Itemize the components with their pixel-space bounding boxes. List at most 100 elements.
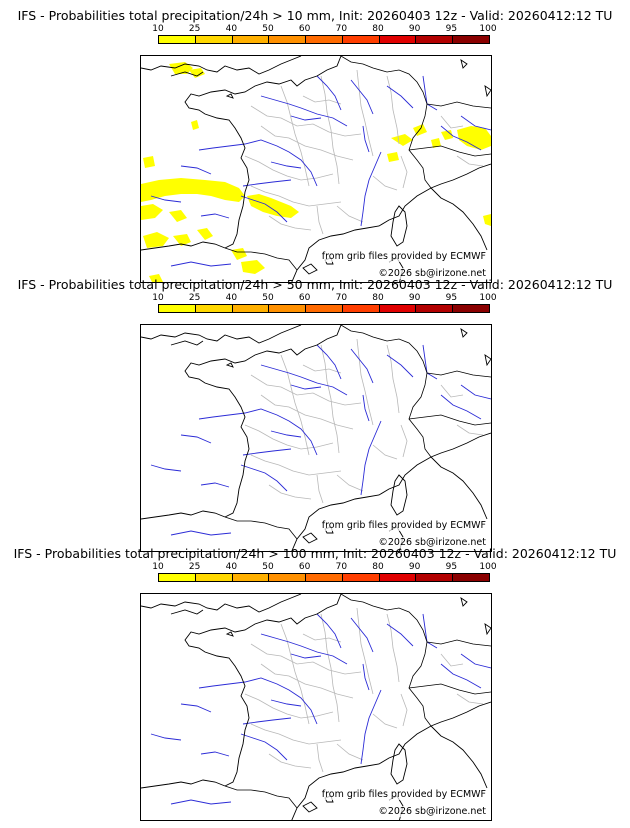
admin-border bbox=[302, 633, 342, 643]
admin-border bbox=[302, 364, 342, 374]
admin-border bbox=[320, 344, 340, 454]
scale-segment bbox=[159, 574, 196, 581]
scale-tick-label: 70 bbox=[335, 24, 348, 34]
admin-border bbox=[386, 75, 400, 145]
scale-tick-label: 50 bbox=[262, 562, 274, 572]
river bbox=[270, 430, 302, 438]
admin-border bbox=[316, 743, 324, 773]
country-border bbox=[408, 145, 491, 157]
river bbox=[386, 354, 414, 378]
panel-title: IFS - Probabilities total precipitation/… bbox=[13, 546, 617, 561]
river bbox=[240, 733, 288, 761]
scale-tick-label: 10 bbox=[152, 562, 164, 572]
coastline bbox=[184, 56, 342, 249]
country-border bbox=[224, 516, 298, 540]
scale-tick-label: 60 bbox=[298, 562, 311, 572]
scale-segment bbox=[416, 574, 454, 581]
scale-segment bbox=[269, 36, 307, 43]
coastline bbox=[291, 701, 491, 820]
river bbox=[422, 613, 438, 649]
precip-map: from grib files provided by ECMWF ©2026 … bbox=[140, 55, 492, 283]
coastline bbox=[225, 631, 234, 637]
river bbox=[316, 344, 342, 380]
source-credit: from grib files provided by ECMWF bbox=[320, 520, 487, 531]
river bbox=[350, 79, 374, 115]
scale-segment bbox=[306, 305, 343, 312]
admin-border bbox=[280, 623, 310, 725]
admin-border bbox=[280, 354, 310, 456]
coastline bbox=[141, 56, 302, 75]
source-credit: from grib files provided by ECMWF bbox=[320, 789, 487, 800]
scale-tick-label: 80 bbox=[372, 293, 384, 303]
precip-map: from grib files provided by ECMWF ©2026 … bbox=[140, 324, 492, 552]
admin-border bbox=[250, 105, 362, 137]
admin-border bbox=[372, 175, 398, 191]
scale-tick-label: 40 bbox=[225, 562, 238, 572]
coastline bbox=[184, 325, 342, 518]
river bbox=[170, 799, 232, 805]
scale-tick-label: 95 bbox=[445, 293, 458, 303]
river bbox=[440, 394, 482, 420]
color-scale: 10 25 40 50 60 70 80 90 95 100 bbox=[152, 562, 497, 588]
admin-border bbox=[400, 424, 408, 458]
river bbox=[290, 653, 322, 659]
river bbox=[242, 179, 292, 187]
admin-border bbox=[356, 607, 374, 695]
river bbox=[198, 408, 318, 456]
precip-area bbox=[413, 124, 427, 136]
coastline bbox=[170, 609, 204, 615]
river bbox=[422, 75, 438, 111]
admin-border bbox=[336, 743, 364, 761]
scale-tick-label: 25 bbox=[188, 293, 201, 303]
river bbox=[260, 95, 348, 127]
scale-bar bbox=[158, 304, 490, 313]
scale-tick-label: 50 bbox=[262, 293, 274, 303]
admin-border bbox=[456, 693, 484, 705]
admin-border bbox=[440, 115, 464, 129]
scale-tick-label: 100 bbox=[479, 562, 497, 572]
admin-border bbox=[316, 474, 324, 504]
precip-area bbox=[143, 232, 169, 248]
scale-tick-label: 90 bbox=[408, 293, 421, 303]
admin-border bbox=[244, 693, 334, 719]
panel-10mm: IFS - Probabilities total precipitation/… bbox=[0, 8, 630, 283]
scale-segment bbox=[195, 36, 233, 43]
scale-segment bbox=[342, 36, 380, 43]
precip-area bbox=[391, 134, 413, 146]
scale-tick-label: 60 bbox=[298, 293, 311, 303]
copyright-credit: ©2026 sb@irizone.net bbox=[377, 806, 487, 817]
coastline bbox=[141, 594, 302, 613]
scale-segment bbox=[379, 305, 417, 312]
scale-tick-label: 90 bbox=[408, 24, 421, 34]
admin-border bbox=[244, 424, 334, 450]
scale-segment bbox=[195, 574, 233, 581]
admin-border bbox=[372, 713, 398, 729]
precip-area bbox=[149, 274, 163, 282]
precip-area bbox=[169, 210, 187, 222]
country-border bbox=[340, 594, 432, 727]
country-border bbox=[426, 101, 491, 109]
admin-border bbox=[400, 693, 408, 727]
river bbox=[316, 75, 342, 111]
admin-border bbox=[386, 613, 400, 683]
river bbox=[180, 165, 212, 175]
river bbox=[198, 139, 318, 187]
scale-tick-label: 25 bbox=[188, 562, 201, 572]
coastline bbox=[225, 93, 234, 99]
coastline bbox=[302, 263, 318, 275]
river bbox=[316, 613, 342, 649]
admin-border bbox=[268, 753, 312, 769]
scale-tick-label: 100 bbox=[479, 293, 497, 303]
coastline bbox=[141, 510, 226, 520]
color-scale: 10 25 40 50 60 70 80 90 95 100 bbox=[152, 24, 497, 50]
scale-segment bbox=[306, 574, 343, 581]
scale-tick-label: 95 bbox=[445, 562, 458, 572]
scale-bar bbox=[158, 35, 490, 44]
admin-border bbox=[250, 454, 342, 476]
precip-area bbox=[241, 260, 265, 274]
scale-segment bbox=[453, 36, 490, 43]
country-border bbox=[340, 56, 432, 189]
admin-border bbox=[336, 205, 364, 223]
copyright-credit: ©2026 sb@irizone.net bbox=[377, 537, 487, 548]
country-border bbox=[426, 370, 491, 378]
